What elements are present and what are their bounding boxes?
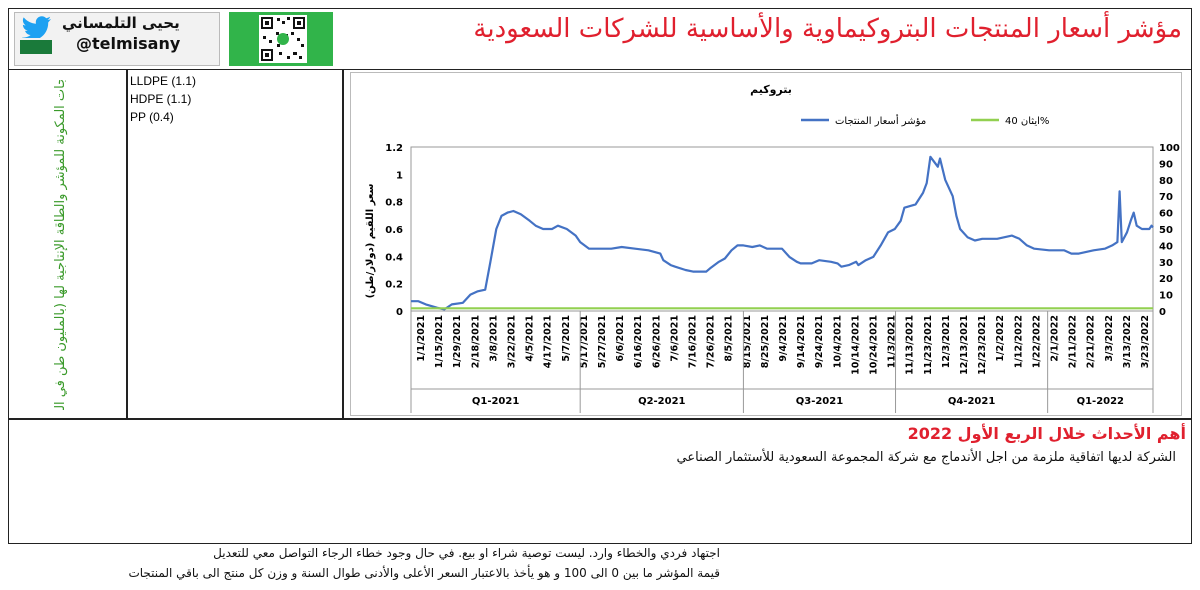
x-tick-label: 1/12/2022 bbox=[1013, 315, 1024, 368]
x-tick-label: 7/26/2021 bbox=[706, 315, 717, 368]
x-tick-label: 3/3/2022 bbox=[1104, 315, 1115, 362]
chart-panel: بتروكيم مؤشر أسعار المنتجات ايثان 40% سع… bbox=[350, 72, 1182, 416]
legend-label-ethane: ايثان 40% bbox=[1005, 116, 1049, 127]
y-tick-label: 0.2 bbox=[385, 280, 403, 291]
qr-code-icon bbox=[229, 12, 333, 66]
x-tick-label: 10/24/2021 bbox=[869, 315, 880, 375]
y2-tick-label: 100 bbox=[1159, 143, 1180, 154]
y2-tick-label: 90 bbox=[1159, 159, 1173, 170]
y2-tick-label: 0 bbox=[1159, 307, 1166, 318]
x-tick-label: 4/5/2021 bbox=[525, 315, 536, 362]
y2-tick-label: 50 bbox=[1159, 225, 1173, 236]
quarter-label: Q4-2021 bbox=[948, 396, 995, 407]
events-text: الشركة لديها اتفاقية ملزمة من اجل الأندم… bbox=[676, 450, 1176, 465]
x-tick-label: 9/4/2021 bbox=[778, 315, 789, 362]
y-tick-label: 0.6 bbox=[385, 225, 403, 236]
disclaimer-text: اجتهاد فردي والخطاء وارد. ليست توصية شرا… bbox=[213, 546, 720, 560]
column-divider bbox=[342, 70, 344, 418]
product-item: HDPE (1.1) bbox=[130, 92, 192, 106]
y-tick-label: 0.8 bbox=[385, 198, 403, 209]
y-tick-label: 1.2 bbox=[385, 143, 403, 154]
x-tick-label: 11/23/2021 bbox=[923, 315, 934, 375]
x-tick-label: 10/4/2021 bbox=[832, 315, 843, 368]
x-tick-label: 8/25/2021 bbox=[760, 315, 771, 368]
x-tick-label: 1/1/2021 bbox=[416, 315, 427, 362]
x-tick-label: 5/17/2021 bbox=[579, 315, 590, 368]
x-tick-label: 3/8/2021 bbox=[488, 315, 499, 362]
x-tick-label: 3/13/2022 bbox=[1122, 315, 1133, 368]
x-tick-label: 11/13/2021 bbox=[905, 315, 916, 375]
x-tick-label: 11/3/2021 bbox=[887, 315, 898, 368]
x-tick-label: 7/16/2021 bbox=[688, 315, 699, 368]
x-tick-label: 3/23/2022 bbox=[1140, 315, 1151, 368]
y2-tick-label: 60 bbox=[1159, 209, 1173, 220]
chart-legend: مؤشر أسعار المنتجات ايثان 40% bbox=[801, 114, 1049, 127]
y2-tick-label: 70 bbox=[1159, 192, 1173, 203]
x-tick-label: 1/29/2021 bbox=[452, 315, 463, 368]
x-tick-label: 1/22/2022 bbox=[1031, 315, 1042, 368]
y2-tick-label: 30 bbox=[1159, 258, 1173, 269]
quarter-label: Q1-2022 bbox=[1077, 396, 1124, 407]
x-tick-label: 6/26/2021 bbox=[651, 315, 662, 368]
y-tick-label: 1 bbox=[396, 170, 403, 181]
x-tick-label: 9/14/2021 bbox=[796, 315, 807, 368]
x-tick-label: 9/24/2021 bbox=[814, 315, 825, 368]
y-tick-label: 0 bbox=[396, 307, 403, 318]
product-item: LLDPE (1.1) bbox=[130, 74, 197, 88]
x-tick-label: 8/15/2021 bbox=[742, 315, 753, 368]
flag-icon bbox=[20, 40, 52, 54]
x-tick-label: 7/6/2021 bbox=[669, 315, 680, 362]
y2-tick-label: 10 bbox=[1159, 291, 1173, 302]
x-tick-label: 5/27/2021 bbox=[597, 315, 608, 368]
y-axis-label: سعر اللقيم (دولار/طن) bbox=[365, 183, 376, 298]
x-tick-label: 10/14/2021 bbox=[850, 315, 861, 375]
x-tick-label: 6/16/2021 bbox=[633, 315, 644, 368]
page-title: مؤشر أسعار المنتجات البتروكيماوية والأسا… bbox=[473, 14, 1182, 44]
page-frame bbox=[8, 8, 1192, 544]
author-name: يحيى التلمساني bbox=[62, 14, 180, 32]
y2-tick-label: 80 bbox=[1159, 176, 1173, 187]
left-panel-text: المنتجات المكونة للمؤشر والطاقة الإنتاجي… bbox=[53, 80, 68, 410]
x-tick-label: 5/7/2021 bbox=[561, 315, 572, 362]
quarter-label: Q1-2021 bbox=[472, 396, 519, 407]
x-tick-label: 1/2/2022 bbox=[995, 315, 1006, 362]
index-note-text: قيمة المؤشر ما بين 0 الى 100 و هو يأخذ ب… bbox=[128, 566, 720, 580]
x-tick-label: 3/22/2021 bbox=[507, 315, 518, 368]
x-tick-label: 12/23/2021 bbox=[977, 315, 988, 375]
x-tick-label: 2/1/2022 bbox=[1050, 315, 1061, 362]
quarter-label: Q2-2021 bbox=[638, 396, 685, 407]
column-divider bbox=[126, 70, 128, 418]
x-tick-label: 12/3/2021 bbox=[941, 315, 952, 368]
x-tick-label: 6/6/2021 bbox=[615, 315, 626, 362]
section-divider bbox=[8, 418, 1192, 420]
plot-area bbox=[410, 146, 1154, 312]
events-title: أهم الأحداث خلال الربع الأول 2022 bbox=[907, 424, 1186, 443]
legend-label-index: مؤشر أسعار المنتجات bbox=[835, 114, 926, 127]
chart-title: بتروكيم bbox=[750, 83, 792, 96]
y-tick-label: 0.4 bbox=[385, 252, 403, 263]
y2-tick-label: 40 bbox=[1159, 241, 1173, 252]
x-tick-label: 4/17/2021 bbox=[543, 315, 554, 368]
x-tick-label: 2/11/2022 bbox=[1068, 315, 1079, 368]
x-tick-label: 8/5/2021 bbox=[724, 315, 735, 362]
author-handle: @telmisany bbox=[76, 34, 181, 53]
x-tick-label: 12/13/2021 bbox=[959, 315, 970, 375]
twitter-bird-icon bbox=[22, 16, 51, 38]
price-index-chart: بتروكيم مؤشر أسعار المنتجات ايثان 40% سع… bbox=[365, 83, 1180, 413]
series-line-index bbox=[411, 155, 1154, 311]
product-item: PP (0.4) bbox=[130, 110, 174, 124]
x-tick-label: 2/21/2022 bbox=[1086, 315, 1097, 368]
product-list: LLDPE (1.1) HDPE (1.1) PP (0.4) bbox=[130, 72, 196, 126]
header-bar bbox=[8, 8, 1192, 70]
quarter-label: Q3-2021 bbox=[796, 396, 843, 407]
left-panel-caption: المنتجات المكونة للمؤشر والطاقة الإنتاجي… bbox=[53, 80, 68, 410]
x-tick-label: 2/18/2021 bbox=[470, 315, 481, 368]
y2-tick-label: 20 bbox=[1159, 274, 1173, 285]
x-tick-label: 1/15/2021 bbox=[434, 315, 445, 368]
